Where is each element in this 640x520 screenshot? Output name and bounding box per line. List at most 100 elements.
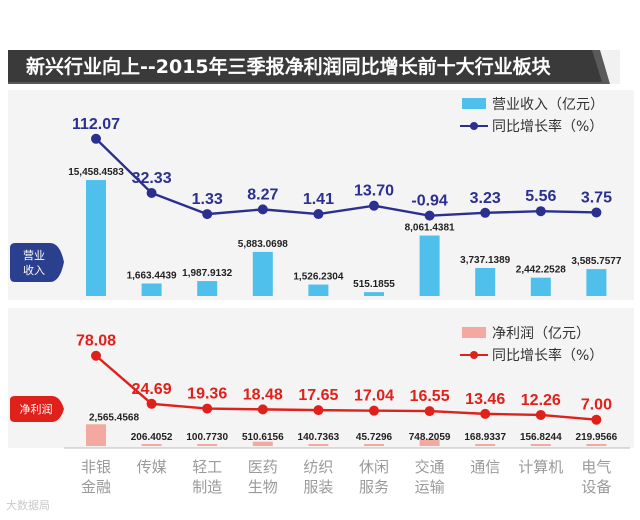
revenue-growth-line: 112.07 32.33 1.33 8.27 1.41 13.70 -0.94 3.23 5.5…	[72, 116, 612, 221]
x-tick-label: 设备	[581, 478, 611, 496]
x-tick-label: 运输	[415, 478, 445, 496]
profit-growth-point	[424, 406, 435, 417]
profit-growth-label: 16.55	[410, 388, 450, 405]
revenue-bar	[419, 235, 440, 296]
revenue-bar	[530, 277, 551, 296]
revenue-bar	[197, 281, 218, 296]
x-tick-label: 传媒	[137, 458, 167, 476]
profit-growth-point	[535, 409, 546, 420]
revenue-growth-point	[202, 209, 213, 220]
profit-legend-bar-swatch	[462, 327, 486, 338]
revenue-growth-point	[91, 133, 101, 144]
profit-growth-label: 18.48	[243, 386, 283, 403]
profit-tag-text: 净利润	[20, 402, 53, 416]
x-tick-label: 金融	[81, 478, 111, 496]
profit-growth-point	[257, 404, 268, 415]
revenue-growth-polyline	[95, 137, 597, 217]
profit-growth-label: 24.69	[132, 381, 172, 398]
revenue-bar	[141, 283, 162, 296]
profit-bar-label: 748.2059	[409, 432, 451, 443]
revenue-bar-label: 1,663.4439	[127, 271, 177, 282]
revenue-legend: 营业收入（亿元） 同比增长率（%）	[460, 97, 604, 135]
profit-growth-point	[146, 398, 157, 409]
profit-bar-label: 168.9337	[464, 432, 506, 443]
revenue-legend-bar-label: 营业收入（亿元）	[492, 97, 604, 113]
profit-growth-point	[313, 405, 324, 416]
revenue-growth-label: 1.41	[303, 191, 334, 208]
x-tick-label: 服装	[303, 478, 333, 496]
profit-growth-point	[202, 403, 213, 414]
profit-bar-label: 100.7730	[186, 432, 228, 443]
profit-bar-label: 140.7363	[298, 432, 340, 443]
revenue-growth-label: 3.23	[470, 190, 501, 207]
revenue-growth-label: 3.75	[581, 189, 612, 206]
profit-bar	[197, 444, 218, 446]
profit-tag: 净利润	[10, 396, 64, 422]
revenue-bar	[475, 267, 496, 296]
profit-growth-label: 19.36	[187, 386, 227, 403]
revenue-growth-point	[535, 206, 546, 217]
profit-growth-label: 7.00	[581, 397, 612, 414]
revenue-growth-point	[313, 209, 324, 220]
watermark: 大数据局	[6, 500, 50, 512]
profit-bar	[586, 444, 607, 446]
x-tick-label: 交通	[415, 458, 445, 476]
x-tick-label: 轻工	[192, 458, 222, 476]
revenue-growth-point	[369, 200, 379, 211]
profit-legend-bar-label: 净利润（亿元）	[492, 326, 590, 342]
profit-growth-label: 12.26	[521, 392, 561, 409]
profit-bar-label: 45.7296	[356, 432, 393, 443]
profit-bar-label: 156.8244	[520, 432, 562, 443]
revenue-growth-label: -0.94	[411, 193, 448, 210]
revenue-legend-line-label: 同比增长率（%）	[492, 118, 603, 135]
profit-bar-label: 2,565.4568	[89, 412, 139, 423]
x-tick-label: 休闲	[359, 458, 389, 476]
revenue-tag: 营业 收入	[10, 243, 64, 282]
profit-growth-label: 13.46	[465, 391, 505, 408]
profit-bar-label: 206.4052	[131, 432, 173, 443]
revenue-bar-label: 3,585.7577	[571, 256, 621, 267]
revenue-growth-label: 5.56	[525, 188, 556, 205]
profit-bar-label: 510.6156	[242, 432, 284, 443]
x-tick-label: 非银	[81, 458, 111, 476]
title-bar: 新兴行业向上--2015年三季报净利润同比增长前十大行业板块	[8, 50, 620, 84]
profit-bar	[308, 444, 329, 446]
profit-bar	[475, 444, 496, 446]
revenue-bar-label: 515.1855	[353, 279, 395, 290]
profit-growth-label: 17.04	[354, 388, 394, 405]
revenue-growth-point	[257, 204, 268, 215]
x-tick-label: 生物	[248, 478, 278, 496]
profit-growth-point	[480, 408, 491, 419]
revenue-bar	[364, 292, 384, 296]
revenue-bar	[252, 251, 273, 296]
profit-legend-line-marker	[470, 351, 478, 359]
profit-bar	[419, 439, 440, 446]
profit-growth-point	[369, 405, 379, 416]
x-tick-label: 制造	[192, 478, 222, 496]
profit-growth-line: 78.08 24.69 19.36 18.48 17.65 17.04 16.55 13.46…	[76, 333, 612, 425]
revenue-bar-label: 8,061.4381	[405, 223, 455, 234]
profit-bar-label: 219.9566	[576, 432, 618, 443]
revenue-bar	[308, 284, 329, 296]
x-tick-label: 通信	[470, 458, 500, 476]
profit-bar	[364, 444, 384, 446]
revenue-bar-label: 5,883.0698	[238, 239, 288, 250]
profit-bar	[86, 424, 106, 446]
profit-panel-bg	[8, 308, 634, 448]
x-tick-label: 服务	[359, 478, 389, 496]
profit-bars: 2,565.4568 206.4052 100.7730 510.6156 140.73…	[86, 412, 618, 446]
profit-growth-polyline	[95, 354, 597, 421]
revenue-growth-label: 1.33	[192, 191, 223, 208]
profit-growth-point	[91, 350, 101, 361]
revenue-growth-label: 13.70	[354, 183, 394, 200]
profit-bar	[530, 444, 551, 446]
revenue-bars: 15,458.4583 1,663.4439 1,987.9132 5,883.069…	[68, 167, 622, 296]
x-tick-label: 电气	[581, 458, 611, 476]
x-tick-label: 医药	[248, 458, 278, 476]
revenue-bar	[586, 269, 607, 296]
revenue-bar	[86, 180, 106, 296]
x-tick-label: 计算机	[518, 458, 563, 476]
revenue-growth-label: 8.27	[247, 186, 278, 203]
revenue-legend-line-marker	[470, 122, 478, 130]
